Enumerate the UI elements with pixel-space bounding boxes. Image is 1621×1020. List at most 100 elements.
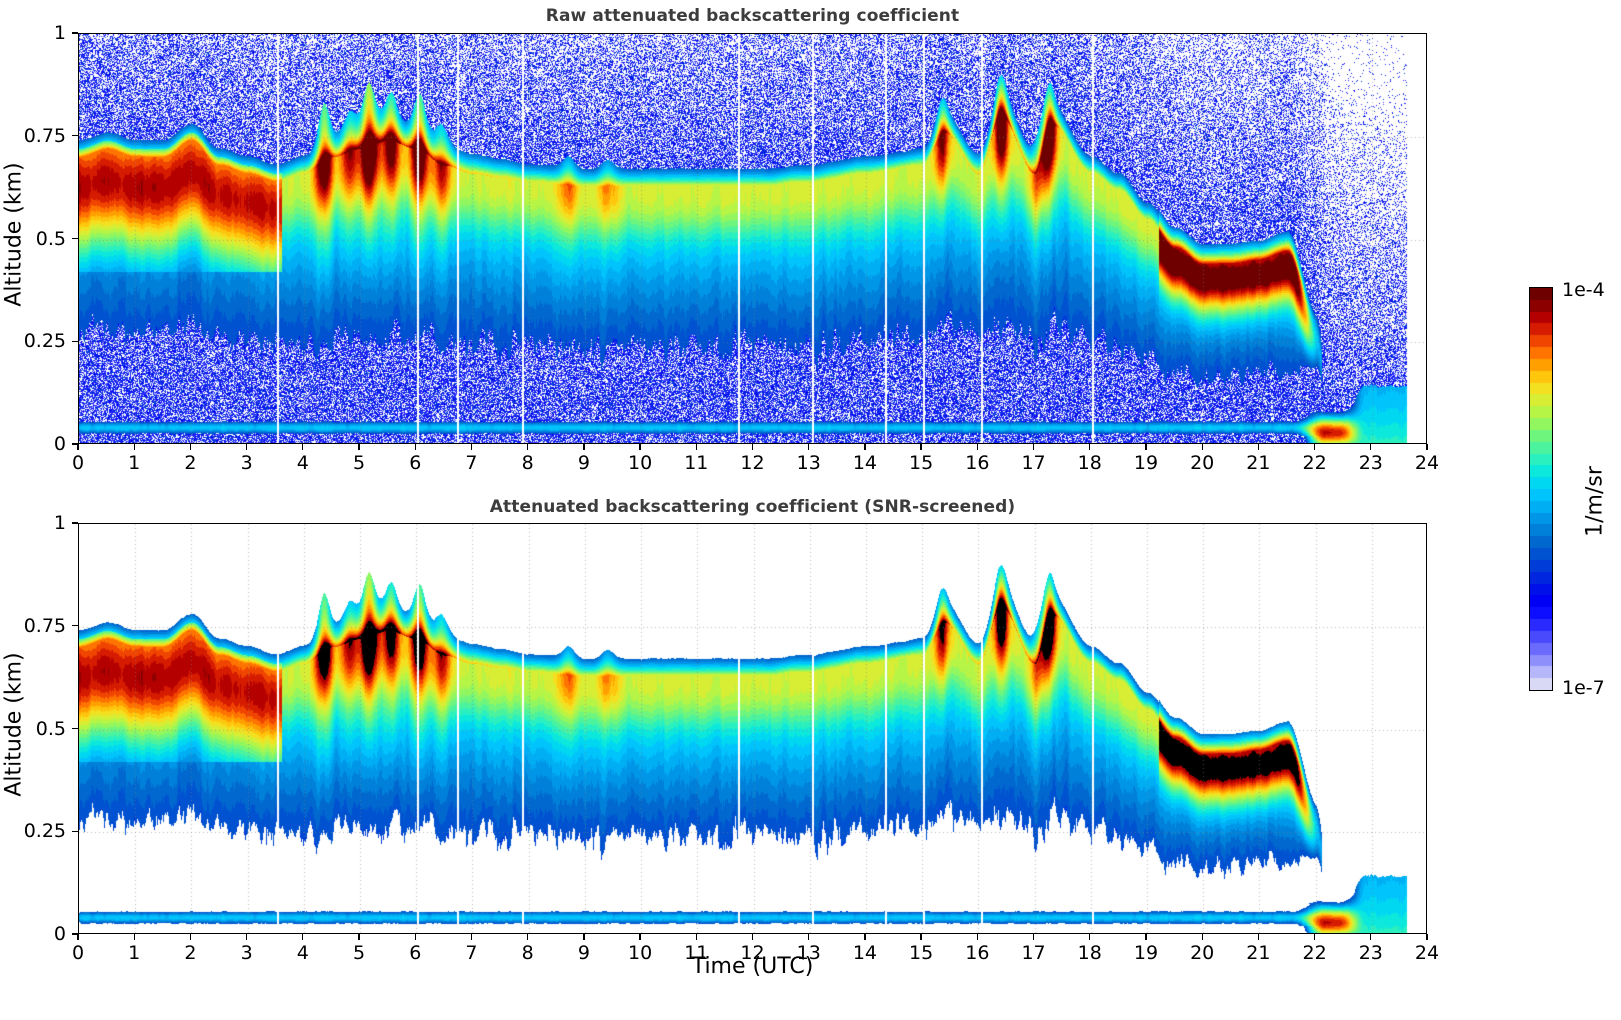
x-tick-screened-21 [1257, 934, 1260, 940]
x-ticklabel-raw-24: 24 [1414, 452, 1440, 474]
y-tick-screened-0.5 [72, 727, 78, 730]
x-ticklabel-screened-19: 19 [1133, 942, 1159, 964]
x-ticklabel-screened-5: 5 [352, 942, 366, 964]
x-ticklabel-screened-3: 3 [240, 942, 253, 964]
x-ticklabel-screened-20: 20 [1190, 942, 1215, 964]
x-tick-screened-2 [189, 934, 192, 940]
x-tick-screened-14 [864, 934, 866, 940]
x-ticklabel-raw-1: 1 [128, 452, 141, 474]
x-tick-screened-8 [527, 934, 529, 940]
x-tick-raw-5 [358, 444, 360, 450]
y-tick-screened-0.25 [72, 830, 78, 832]
x-tick-screened-12 [751, 934, 754, 940]
y-axis-label-raw: Altitude (km) [1, 162, 27, 307]
x-tick-raw-6 [414, 444, 416, 450]
x-tick-raw-12 [751, 444, 754, 450]
x-tick-raw-4 [302, 444, 304, 450]
x-ticklabel-raw-21: 21 [1246, 452, 1271, 474]
y-tick-screened-0 [72, 933, 78, 935]
x-tick-screened-11 [695, 934, 697, 940]
x-tick-screened-7 [470, 934, 473, 940]
y-ticklabel-screened-1: 1 [53, 512, 66, 534]
x-tick-raw-3 [245, 444, 248, 450]
x-ticklabel-screened-21: 21 [1246, 942, 1271, 964]
x-ticklabel-screened-11: 11 [684, 942, 709, 964]
x-tick-screened-24 [1426, 934, 1428, 940]
x-ticklabel-raw-6: 6 [409, 452, 422, 474]
x-tick-raw-7 [470, 444, 473, 450]
x-ticklabel-screened-22: 22 [1302, 942, 1327, 964]
x-tick-raw-20 [1201, 444, 1203, 450]
x-ticklabel-screened-6: 6 [409, 942, 422, 964]
x-tick-raw-19 [1145, 444, 1147, 450]
x-tick-screened-4 [302, 934, 304, 940]
y-ticklabel-raw-1: 1 [53, 22, 66, 44]
x-tick-raw-9 [583, 444, 585, 450]
x-tick-screened-13 [808, 934, 810, 940]
y-tick-raw-0.25 [72, 340, 78, 342]
x-ticklabel-raw-12: 12 [740, 452, 765, 474]
panel-title-screened: Attenuated backscattering coefficient (S… [489, 497, 1016, 517]
y-axis-label-screened: Altitude (km) [1, 652, 27, 797]
x-ticklabel-raw-15: 15 [909, 452, 934, 474]
x-ticklabel-raw-16: 16 [965, 452, 990, 474]
x-tick-screened-0 [77, 934, 79, 940]
x-ticklabel-screened-18: 18 [1077, 942, 1102, 964]
x-tick-raw-0 [77, 444, 79, 450]
x-ticklabel-screened-17: 17 [1021, 942, 1046, 964]
x-ticklabel-screened-16: 16 [965, 942, 990, 964]
y-ticklabel-raw-0.25: 0.25 [23, 330, 66, 353]
y-tick-raw-1 [72, 32, 78, 34]
x-ticklabel-raw-20: 20 [1190, 452, 1215, 474]
colorbar-min-label: 1e-7 [1562, 677, 1605, 699]
x-ticklabel-screened-24: 24 [1414, 942, 1440, 964]
x-ticklabel-raw-18: 18 [1077, 452, 1102, 474]
x-ticklabel-screened-8: 8 [521, 942, 534, 964]
y-tick-screened-1 [72, 522, 78, 524]
x-tick-screened-20 [1201, 934, 1203, 940]
x-tick-screened-19 [1145, 934, 1147, 940]
x-tick-raw-24 [1426, 444, 1428, 450]
x-ticklabel-raw-2: 2 [184, 452, 197, 474]
x-tick-screened-3 [245, 934, 248, 940]
y-ticklabel-raw-0.5: 0.5 [35, 227, 66, 250]
x-tick-screened-15 [920, 934, 922, 940]
y-ticklabel-raw-0: 0 [53, 433, 66, 455]
x-ticklabel-raw-14: 14 [852, 452, 877, 474]
x-ticklabel-raw-4: 4 [296, 452, 309, 474]
x-tick-screened-9 [583, 934, 585, 940]
heatmap-panel-raw[interactable] [78, 33, 1427, 444]
x-ticklabel-raw-23: 23 [1358, 452, 1383, 474]
x-ticklabel-raw-11: 11 [684, 452, 709, 474]
y-ticklabel-raw-0.75: 0.75 [23, 124, 66, 147]
x-tick-raw-14 [864, 444, 866, 450]
panel-title-raw: Raw attenuated backscattering coefficien… [545, 6, 960, 26]
heatmap-panel-screened[interactable] [78, 523, 1427, 934]
x-tick-raw-23 [1370, 444, 1372, 450]
colorbar-max-label: 1e-4 [1562, 279, 1605, 301]
x-tick-raw-2 [189, 444, 192, 450]
x-ticklabel-raw-13: 13 [796, 452, 821, 474]
colorbar-axis-label: 1/m/sr [1582, 466, 1608, 537]
x-tick-screened-17 [1032, 934, 1035, 940]
heatmap-canvas-raw [79, 34, 1426, 443]
x-axis-label: Time (UTC) [691, 954, 814, 979]
x-tick-raw-15 [920, 444, 922, 450]
x-ticklabel-screened-13: 13 [796, 942, 821, 964]
x-tick-raw-18 [1089, 444, 1091, 450]
x-ticklabel-raw-0: 0 [71, 452, 85, 474]
x-tick-screened-6 [414, 934, 416, 940]
x-ticklabel-screened-15: 15 [909, 942, 934, 964]
colorbar[interactable] [1529, 287, 1553, 691]
heatmap-canvas-screened [79, 524, 1426, 933]
x-ticklabel-screened-23: 23 [1358, 942, 1383, 964]
x-tick-raw-13 [808, 444, 810, 450]
x-ticklabel-raw-9: 9 [577, 452, 590, 474]
x-ticklabel-screened-14: 14 [852, 942, 877, 964]
x-ticklabel-raw-7: 7 [465, 452, 478, 474]
x-tick-screened-1 [133, 934, 135, 940]
x-ticklabel-screened-10: 10 [627, 942, 653, 964]
x-tick-raw-8 [527, 444, 529, 450]
x-ticklabel-screened-2: 2 [184, 942, 197, 964]
